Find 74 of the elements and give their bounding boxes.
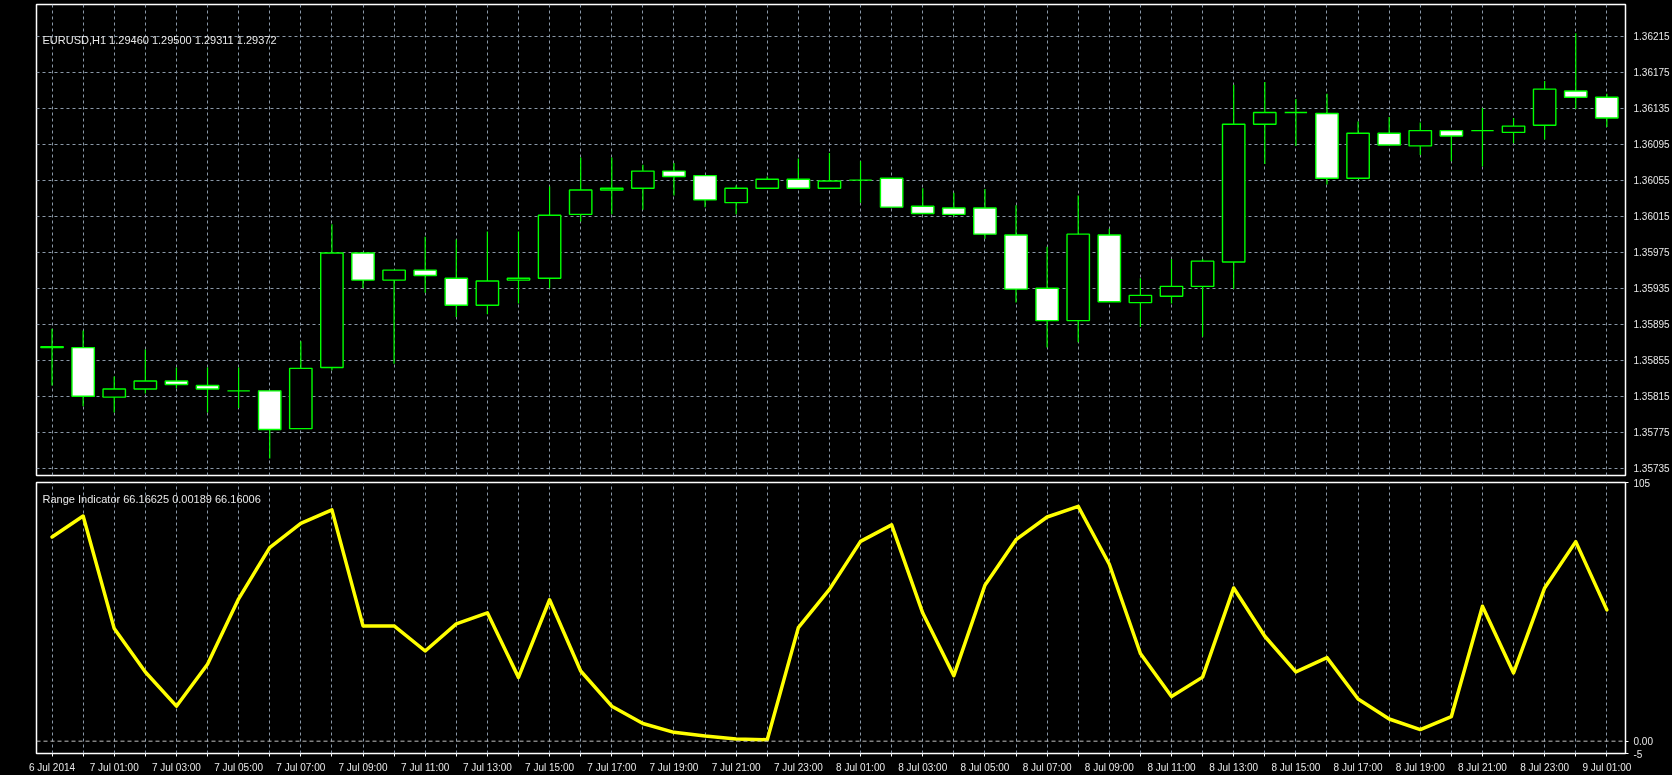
x-tick-label: 7 Jul 23:00 [773,761,824,773]
text: Range Indicator 66.16625 0.00189 66.16006 [42,492,261,505]
line-series [50,504,1609,742]
candlestick [1252,81,1277,165]
text: EURUSD,H1 1.29460 1.29500 1.29311 1.29372 [42,33,277,46]
y-tick-label: 1.35775 [1633,427,1671,439]
candlestick [662,162,686,197]
y-tick-label: 1.35855 [1633,355,1671,367]
x-tick-label: 9 Jul 01:00 [1582,761,1632,773]
x-tick-label: 8 Jul 03:00 [898,761,948,773]
y-tick-label: 1.35935 [1633,283,1671,295]
x-tick-label: 7 Jul 11:00 [401,761,450,773]
candlestick [1439,129,1464,162]
y-tick-label: 0.00 [1633,736,1654,748]
x-tick-label: 7 Jul 05:00 [214,761,264,773]
candlestick [195,366,220,414]
x-tick-label: 7 Jul 17:00 [587,761,637,773]
candlestick [1283,98,1308,147]
candlestick [133,348,158,395]
candlestick [1501,117,1526,144]
x-tick-label: 8 Jul 21:00 [1458,761,1508,773]
y-tick-label: 1.35895 [1633,319,1671,331]
y-tick-label: 1.35735 [1633,463,1671,475]
y-tick-label: 1.35975 [1633,247,1671,259]
x-tick-label: 7 Jul 07:00 [276,761,326,773]
candlestick [941,192,966,217]
candlestick [413,236,438,294]
candlestick [599,157,624,215]
x-tick-label: 7 Jul 01:00 [89,761,140,773]
x-tick-label: 8 Jul 17:00 [1333,761,1383,773]
y-tick-label: 1.36095 [1633,139,1671,151]
candlestick [164,366,189,389]
x-tick-label: 8 Jul 11:00 [1147,761,1197,773]
y-tick-label: 1.36135 [1633,103,1671,115]
candlestick [1563,32,1588,110]
x-tick-label: 7 Jul 13:00 [462,761,513,773]
candlestick [102,375,127,414]
x-tick-label: 8 Jul 01:00 [836,761,886,773]
x-tick-label: 8 Jul 07:00 [1022,761,1073,773]
y-tick-label: 1.36015 [1633,211,1671,223]
candlestick [1594,93,1619,128]
candlestick [506,230,531,305]
x-tick-label: 8 Jul 05:00 [960,761,1010,773]
x-tick-label: 8 Jul 13:00 [1209,761,1259,773]
candlestick [382,269,406,365]
x-tick-label: 8 Jul 19:00 [1395,761,1446,773]
candlestick [910,187,935,215]
x-tick-label: 7 Jul 21:00 [711,761,762,773]
candlestick [786,157,811,189]
x-tick-label: 8 Jul 23:00 [1520,761,1570,773]
x-tick-label: 7 Jul 09:00 [338,761,388,773]
candlestick [1377,116,1402,146]
candlestick [1408,121,1433,156]
candlestick [40,328,64,387]
x-tick-label: 7 Jul 15:00 [525,761,575,773]
candlestick [817,152,842,189]
x-tick-label: 7 Jul 03:00 [151,761,202,773]
x-tick-label: 8 Jul 09:00 [1084,761,1135,773]
candlestick [226,366,251,409]
candlestick [1159,258,1184,305]
y-tick-label: 1.36055 [1633,175,1671,187]
y-tick-label: 1.36215 [1633,31,1671,43]
y-tick-label: 1.36175 [1633,67,1671,79]
y-tick-label: -5 [1633,748,1643,760]
candlestick [848,160,873,204]
x-tick-label: 7 Jul 19:00 [649,761,699,773]
candlestick [630,164,655,211]
x-tick-label: 8 Jul 15:00 [1271,761,1321,773]
candlestick [724,184,749,215]
y-tick-label: 1.35815 [1633,391,1671,403]
x-tick-label: 6 Jul 2014 [28,761,76,773]
candlestick [1470,107,1495,168]
candlestick [1128,277,1153,328]
y-tick-label: 105 [1633,477,1651,489]
